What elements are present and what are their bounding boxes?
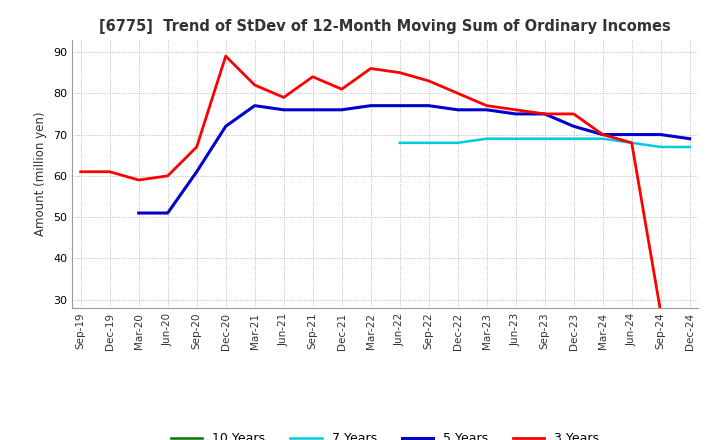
3 Years [482, 103, 491, 108]
Line: 7 Years: 7 Years [400, 139, 690, 147]
3 Years [76, 169, 85, 174]
3 Years [308, 74, 317, 79]
5 Years [657, 132, 665, 137]
Title: [6775]  Trend of StDev of 12-Month Moving Sum of Ordinary Incomes: [6775] Trend of StDev of 12-Month Moving… [99, 19, 671, 34]
7 Years [598, 136, 607, 141]
3 Years [338, 87, 346, 92]
Line: 5 Years: 5 Years [139, 106, 690, 213]
3 Years [279, 95, 288, 100]
3 Years [192, 144, 201, 150]
5 Years [627, 132, 636, 137]
3 Years [135, 177, 143, 183]
7 Years [541, 136, 549, 141]
5 Years [570, 124, 578, 129]
5 Years [366, 103, 375, 108]
Y-axis label: Amount (million yen): Amount (million yen) [35, 112, 48, 236]
5 Years [279, 107, 288, 113]
7 Years [570, 136, 578, 141]
7 Years [511, 136, 520, 141]
7 Years [685, 144, 694, 150]
5 Years [598, 132, 607, 137]
5 Years [424, 103, 433, 108]
7 Years [627, 140, 636, 146]
5 Years [338, 107, 346, 113]
3 Years [598, 132, 607, 137]
5 Years [395, 103, 404, 108]
5 Years [454, 107, 462, 113]
5 Years [163, 210, 172, 216]
3 Years [627, 140, 636, 146]
5 Years [135, 210, 143, 216]
Line: 3 Years: 3 Years [81, 56, 690, 320]
5 Years [541, 111, 549, 117]
5 Years [251, 103, 259, 108]
5 Years [221, 124, 230, 129]
5 Years [511, 111, 520, 117]
3 Years [570, 111, 578, 117]
3 Years [424, 78, 433, 84]
5 Years [685, 136, 694, 141]
7 Years [424, 140, 433, 146]
3 Years [511, 107, 520, 113]
7 Years [657, 144, 665, 150]
7 Years [454, 140, 462, 146]
3 Years [105, 169, 114, 174]
3 Years [657, 309, 665, 315]
3 Years [251, 82, 259, 88]
5 Years [192, 169, 201, 174]
3 Years [366, 66, 375, 71]
7 Years [482, 136, 491, 141]
3 Years [454, 91, 462, 96]
5 Years [482, 107, 491, 113]
5 Years [308, 107, 317, 113]
3 Years [685, 318, 694, 323]
3 Years [163, 173, 172, 179]
Legend: 10 Years, 7 Years, 5 Years, 3 Years: 10 Years, 7 Years, 5 Years, 3 Years [166, 427, 604, 440]
3 Years [541, 111, 549, 117]
3 Years [395, 70, 404, 75]
7 Years [395, 140, 404, 146]
3 Years [221, 54, 230, 59]
